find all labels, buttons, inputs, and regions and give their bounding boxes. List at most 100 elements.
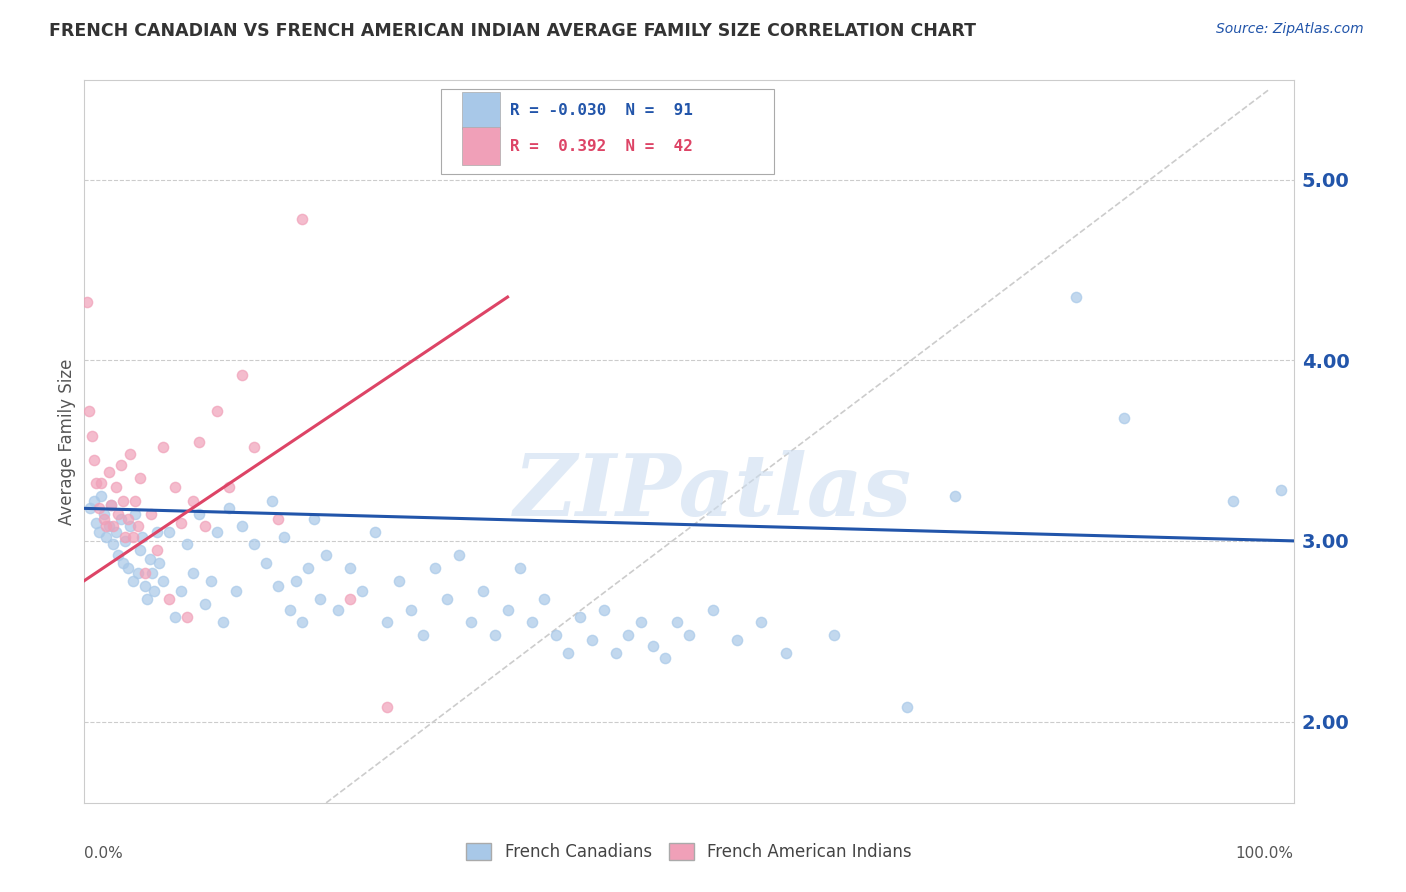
Bar <box>461 128 501 165</box>
Y-axis label: Average Family Size: Average Family Size <box>58 359 76 524</box>
Point <box>94 519 117 533</box>
Point <box>212 615 235 630</box>
Point <box>138 552 160 566</box>
Point <box>97 465 120 479</box>
Point <box>107 507 129 521</box>
Point <box>76 295 98 310</box>
Point <box>267 579 290 593</box>
Point <box>139 507 162 521</box>
Point <box>117 512 139 526</box>
Point <box>83 452 105 467</box>
Point <box>80 429 103 443</box>
Point <box>1270 483 1292 498</box>
Point <box>127 519 149 533</box>
Point <box>412 628 434 642</box>
Point <box>131 530 153 544</box>
Point <box>124 494 146 508</box>
Point <box>121 530 143 544</box>
Point <box>1222 494 1244 508</box>
Point <box>134 579 156 593</box>
Point <box>146 542 169 557</box>
Point <box>207 524 229 539</box>
FancyBboxPatch shape <box>441 89 773 174</box>
Point <box>94 530 117 544</box>
Point <box>121 574 143 588</box>
Point <box>127 566 149 581</box>
Point <box>103 537 125 551</box>
Point <box>110 458 132 472</box>
Point <box>520 615 543 630</box>
Point <box>254 556 277 570</box>
Point <box>630 615 652 630</box>
Point <box>297 561 319 575</box>
Point <box>291 212 314 227</box>
Point <box>152 574 174 588</box>
Point <box>557 646 579 660</box>
Text: R =  0.392  N =  42: R = 0.392 N = 42 <box>510 138 693 153</box>
Point <box>114 533 136 548</box>
Point <box>120 447 142 461</box>
Point <box>472 584 495 599</box>
Point <box>83 494 105 508</box>
Text: Source: ZipAtlas.com: Source: ZipAtlas.com <box>1216 22 1364 37</box>
Point <box>117 561 139 575</box>
Point <box>103 519 125 533</box>
Point <box>593 602 616 616</box>
Text: 100.0%: 100.0% <box>1236 847 1294 861</box>
Point <box>484 628 506 642</box>
Point <box>388 574 411 588</box>
Point <box>533 591 555 606</box>
Point <box>148 556 170 570</box>
Point <box>242 537 264 551</box>
Point <box>152 440 174 454</box>
Point <box>278 602 301 616</box>
Point <box>678 628 700 642</box>
Point <box>112 494 135 508</box>
Point <box>725 633 748 648</box>
Point <box>188 507 211 521</box>
Point <box>399 602 422 616</box>
Point <box>218 501 240 516</box>
Point <box>79 501 101 516</box>
Point <box>423 561 446 575</box>
Point <box>112 556 135 570</box>
Point <box>375 700 398 714</box>
Point <box>751 615 773 630</box>
Point <box>200 574 222 588</box>
Point <box>225 584 247 599</box>
Point <box>302 512 325 526</box>
Point <box>775 646 797 660</box>
Point <box>449 549 471 563</box>
Point <box>124 507 146 521</box>
Point <box>87 501 110 516</box>
Point <box>242 440 264 454</box>
Point <box>231 368 253 382</box>
Point <box>165 480 187 494</box>
Point <box>141 566 163 581</box>
Point <box>181 566 204 581</box>
Point <box>896 700 918 714</box>
Point <box>460 615 482 630</box>
Point <box>100 498 122 512</box>
Point <box>1064 290 1087 304</box>
Point <box>188 434 211 449</box>
Point <box>581 633 603 648</box>
Point <box>143 584 166 599</box>
Point <box>90 489 112 503</box>
Point <box>93 512 115 526</box>
Point <box>544 628 567 642</box>
Point <box>134 566 156 581</box>
Text: FRENCH CANADIAN VS FRENCH AMERICAN INDIAN AVERAGE FAMILY SIZE CORRELATION CHART: FRENCH CANADIAN VS FRENCH AMERICAN INDIA… <box>49 22 976 40</box>
Point <box>170 584 193 599</box>
Point <box>284 574 308 588</box>
Point <box>87 524 110 539</box>
Point <box>315 549 337 563</box>
Point <box>194 519 217 533</box>
Point <box>665 615 688 630</box>
Point <box>107 549 129 563</box>
Point <box>176 609 198 624</box>
Point <box>309 591 332 606</box>
Point <box>273 530 295 544</box>
Point <box>104 524 127 539</box>
Point <box>181 494 204 508</box>
